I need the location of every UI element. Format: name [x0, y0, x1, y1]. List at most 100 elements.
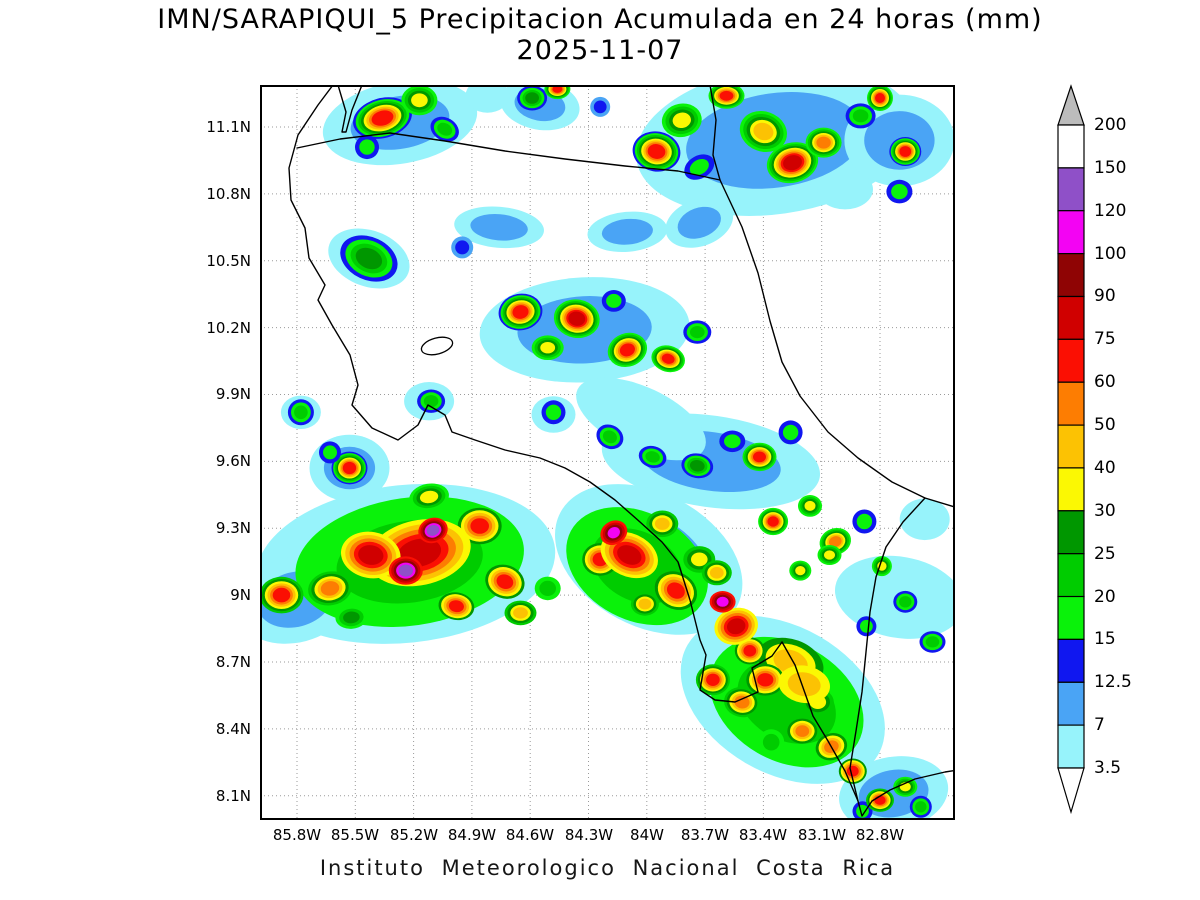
precip-ring [411, 93, 428, 108]
colorbar-segment [1057, 681, 1085, 726]
lat-tick-label: 9N [230, 586, 251, 604]
precip-cell [695, 664, 730, 696]
precip-ring [576, 377, 706, 461]
precip-ring [757, 673, 774, 687]
precip-ring [423, 395, 439, 408]
lon-tick-label: 84.9W [447, 826, 497, 844]
precip-cell [630, 592, 659, 616]
precip-ring [342, 461, 357, 475]
precip-ring [294, 405, 308, 420]
precip-cell [531, 335, 564, 360]
precip-cell [742, 442, 777, 472]
precip-cell [498, 293, 543, 331]
precip-ring [846, 765, 859, 777]
precip-cell [388, 556, 423, 585]
colorbar-tick-label: 15 [1094, 629, 1116, 649]
colorbar-tick-label: 25 [1094, 544, 1116, 564]
precip-cell [778, 420, 803, 445]
precip-cell [919, 631, 946, 653]
precip-ring [899, 596, 912, 608]
precip-cell [665, 197, 734, 248]
colorbar-segment [1057, 253, 1085, 298]
precip-ring [455, 240, 470, 255]
precip-cell [465, 86, 510, 113]
precip-cell [899, 498, 950, 541]
precip-cell [646, 510, 679, 538]
coastline [709, 86, 954, 508]
precip-ring [371, 110, 394, 126]
precip-cell [401, 86, 438, 116]
precip-ring [398, 564, 413, 577]
precip-ring [602, 430, 617, 444]
precip-cell [701, 560, 732, 586]
precip-ring [860, 619, 873, 633]
precip-cell [534, 576, 561, 601]
precip-cell [758, 507, 789, 536]
precip-cell [632, 131, 681, 172]
precip-ring [358, 545, 384, 565]
precip-ring [470, 214, 528, 241]
precip-cell [817, 169, 873, 210]
precip-cell [798, 495, 822, 517]
precip-cell [856, 616, 877, 637]
precip-ring [512, 305, 529, 319]
precip-ring [689, 158, 709, 176]
precip-cell [335, 605, 368, 629]
precip-ring [804, 500, 816, 511]
precip-cell [607, 332, 648, 368]
precip-cell [889, 137, 922, 166]
precip-cell [683, 320, 712, 344]
colorbar-segment [1057, 424, 1085, 469]
precip-cell [353, 97, 412, 139]
precip-ring [320, 581, 340, 596]
colorbar-segment [1057, 510, 1085, 555]
precip-ring [753, 451, 766, 463]
precip-ring [540, 342, 556, 354]
map-plot [260, 85, 955, 820]
colorbar-tick-label: 90 [1094, 286, 1116, 306]
colorbar-tick-label: 50 [1094, 415, 1116, 435]
precip-cell [331, 451, 368, 485]
precip-ring [891, 184, 908, 200]
lon-tick-label: 85.5W [330, 826, 380, 844]
precip-cell [355, 135, 379, 160]
precip-cell [600, 520, 628, 546]
precip-cell [886, 179, 913, 204]
precip-ring [677, 206, 721, 239]
precip-cell [340, 235, 398, 282]
colorbar-segment [1057, 638, 1085, 683]
precip-cell [817, 545, 842, 565]
colorbar-segment [1057, 295, 1085, 341]
precip-cell [451, 236, 474, 259]
precip-cell [714, 607, 758, 645]
coastline [849, 497, 926, 802]
lon-tick-label: 83.1W [797, 826, 847, 844]
coastline-layer [288, 86, 954, 817]
lat-tick-label: 9.3N [215, 519, 251, 537]
colorbar-tick-label: 3.5 [1094, 758, 1122, 778]
colorbar-bottom-triangle [1057, 767, 1085, 815]
lon-tick-label: 84.3W [564, 826, 614, 844]
precip-cell [454, 206, 544, 249]
precip-ring [899, 146, 912, 157]
precip-cell [739, 110, 787, 153]
precip-cell [417, 389, 446, 413]
precip-ring [783, 155, 802, 171]
precip-cell [340, 531, 401, 579]
precip-cell [845, 103, 876, 129]
lat-tick-label: 11.1N [206, 118, 251, 136]
precip-ring [724, 434, 741, 449]
precip-cell [430, 116, 459, 142]
precip-cell [708, 86, 745, 109]
precip-ring [601, 218, 653, 245]
precip-ring [925, 636, 940, 648]
precip-ring [617, 545, 642, 565]
colorbar-segment [1057, 167, 1085, 212]
precip-ring [782, 424, 799, 441]
precip-cell [544, 86, 571, 100]
precip-ring [525, 92, 539, 104]
precip-cell [766, 142, 819, 184]
lat-tick-label: 8.7N [215, 653, 251, 671]
precip-ring [470, 518, 489, 534]
precip-ring [465, 86, 510, 113]
